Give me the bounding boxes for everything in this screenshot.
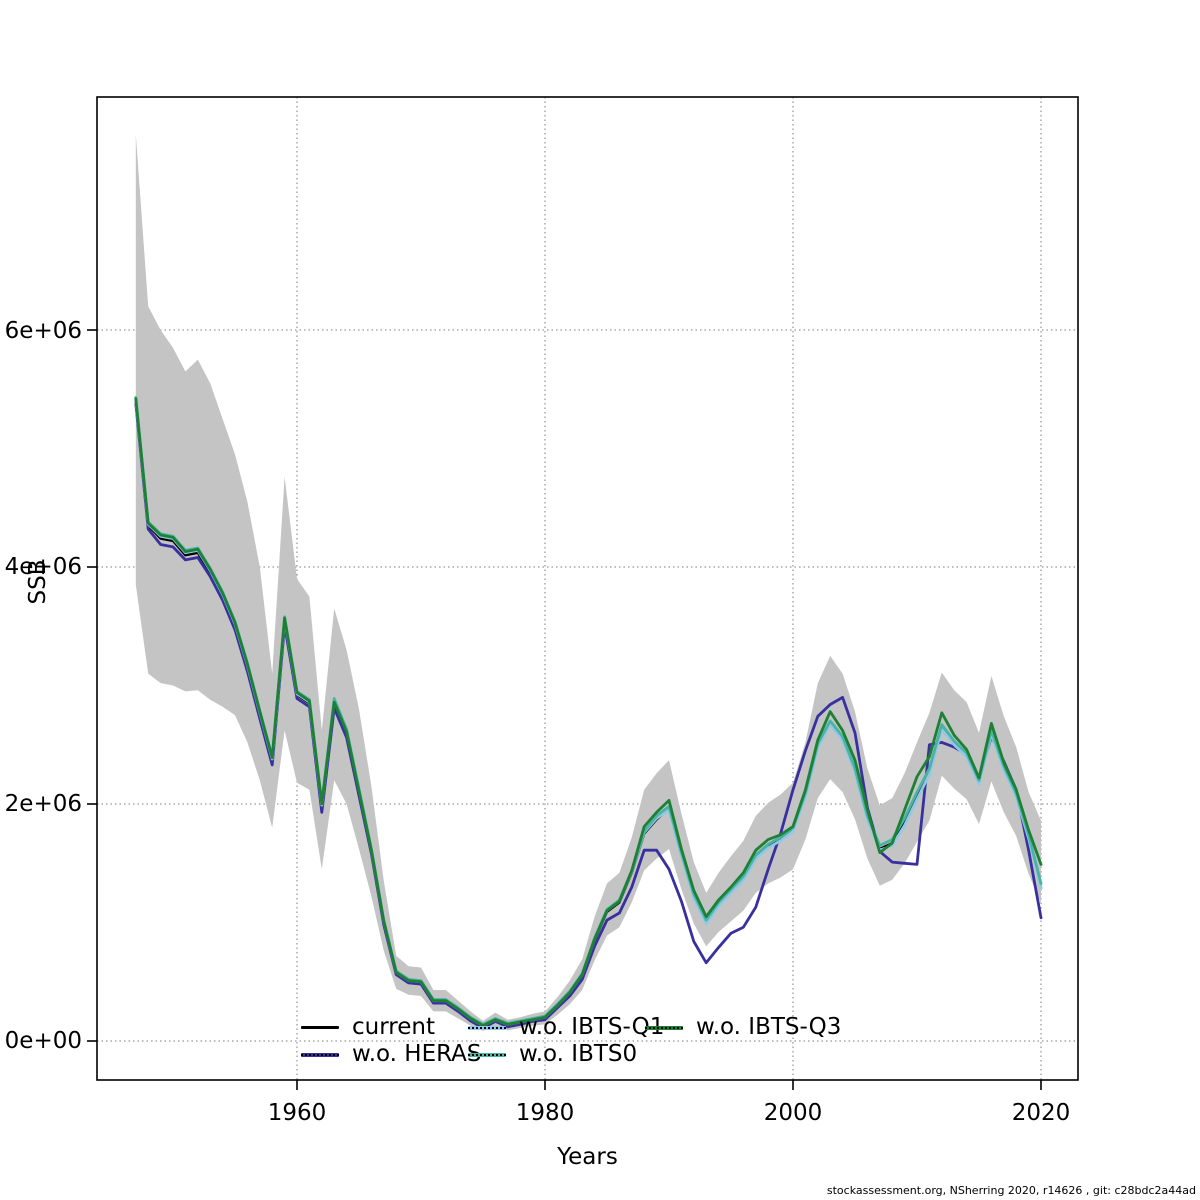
y-tick-label-6e06: 6e+06 <box>4 318 82 344</box>
legend-label-wo-ibts-q1: w.o. IBTS-Q1 <box>519 1014 665 1040</box>
y-tick-label-0e00: 0e+00 <box>4 1028 82 1054</box>
legend-line-sample-wo-ibts0 <box>468 1052 506 1057</box>
legend-line-sample-wo-heras <box>301 1052 339 1057</box>
x-tick-label-2020: 2020 <box>1011 1100 1071 1126</box>
confidence-band <box>135 134 1042 1031</box>
legend-item-wo-ibts-q1: w.o. IBTS-Q1 <box>468 1014 664 1041</box>
x-axis-title: Years <box>557 1144 618 1170</box>
legend-line-sample-current <box>301 1026 339 1029</box>
legend-item-wo-ibts-q3: w.o. IBTS-Q3 <box>645 1014 841 1041</box>
x-tick-label-1980: 1980 <box>515 1100 575 1126</box>
y-axis-title: SSB <box>25 559 51 605</box>
x-tick-label-2000: 2000 <box>763 1100 823 1126</box>
y-tick-label-4e06: 4e+06 <box>4 554 82 580</box>
y-tick-label-2e06: 2e+06 <box>4 791 82 817</box>
legend-item-current: current <box>301 1014 435 1041</box>
series-line-w-o-ibts-q3 <box>134 397 1043 1027</box>
watermark-text: stockassessment.org, NSherring 2020, r14… <box>826 1184 1196 1197</box>
legend-label-wo-ibts0: w.o. IBTS0 <box>519 1041 638 1067</box>
legend-line-sample-wo-ibts-q1 <box>468 1025 506 1030</box>
legend-line-sample-wo-ibts-q3 <box>645 1025 683 1030</box>
legend-label-current: current <box>352 1014 435 1040</box>
legend-item-wo-heras: w.o. HERAS <box>301 1041 482 1068</box>
plot-border <box>96 96 1079 1081</box>
legend-item-wo-ibts0: w.o. IBTS0 <box>468 1041 637 1068</box>
legend-label-wo-heras: w.o. HERAS <box>352 1041 482 1067</box>
legend-label-wo-ibts-q3: w.o. IBTS-Q3 <box>696 1014 842 1040</box>
x-tick-label-1960: 1960 <box>267 1100 327 1126</box>
